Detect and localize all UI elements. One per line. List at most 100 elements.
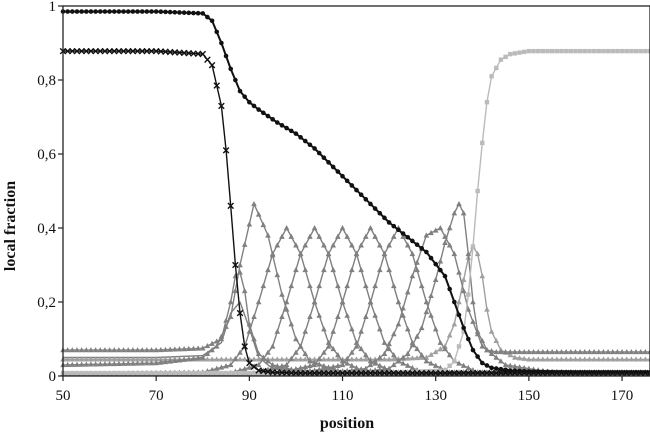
data-point xyxy=(363,352,369,358)
data-point xyxy=(363,356,369,362)
data-point xyxy=(545,48,550,54)
data-point xyxy=(554,348,560,355)
data-point xyxy=(256,370,261,376)
data-point xyxy=(349,349,355,355)
data-point xyxy=(316,361,323,367)
data-point xyxy=(381,339,388,345)
data-point xyxy=(279,313,285,319)
data-point xyxy=(307,142,313,148)
data-point xyxy=(410,238,415,244)
data-point xyxy=(591,370,597,375)
data-point xyxy=(432,362,439,368)
data-point xyxy=(466,292,471,297)
data-point xyxy=(316,282,323,289)
data-point xyxy=(367,358,374,364)
data-point xyxy=(512,368,518,374)
data-point xyxy=(647,348,650,355)
data-point xyxy=(65,370,70,376)
data-point xyxy=(638,48,643,54)
data-point xyxy=(586,348,593,355)
data-point xyxy=(74,9,80,14)
data-point xyxy=(64,356,71,362)
data-point xyxy=(107,9,112,14)
data-point xyxy=(275,120,280,125)
data-point xyxy=(74,356,80,362)
data-point xyxy=(311,225,318,231)
data-point xyxy=(84,370,89,376)
data-point xyxy=(358,266,364,273)
data-point xyxy=(279,364,285,370)
data-point xyxy=(255,356,262,362)
data-point xyxy=(102,347,108,353)
data-point xyxy=(376,362,383,368)
data-point xyxy=(232,287,239,294)
data-point xyxy=(559,369,564,375)
data-point xyxy=(558,348,565,355)
data-point xyxy=(460,210,467,216)
data-point xyxy=(321,356,327,362)
data-point xyxy=(98,370,103,376)
y-tick-label: 1 xyxy=(49,0,57,15)
data-point xyxy=(484,306,490,312)
data-point xyxy=(647,48,650,54)
data-point xyxy=(241,287,248,294)
data-point xyxy=(325,250,332,257)
data-point xyxy=(283,225,290,231)
data-point xyxy=(390,233,397,239)
data-point xyxy=(587,370,592,375)
data-point xyxy=(339,299,346,305)
data-point xyxy=(307,362,313,369)
data-point xyxy=(493,366,499,371)
data-point xyxy=(330,266,337,273)
data-point xyxy=(279,233,285,239)
data-point xyxy=(376,266,383,273)
data-point xyxy=(330,328,337,334)
data-point xyxy=(88,347,94,353)
data-point xyxy=(363,365,369,371)
data-point xyxy=(382,215,387,221)
data-point xyxy=(283,361,290,368)
data-point xyxy=(507,352,514,358)
data-point xyxy=(466,336,471,342)
data-point xyxy=(139,360,145,366)
data-point xyxy=(470,244,476,249)
data-point xyxy=(302,242,309,248)
data-point xyxy=(311,359,318,365)
axis-ticks: 50 70 90 110 130 150 170 0 0,2 0,4 0,6 0,8 1 xyxy=(37,0,633,404)
data-point xyxy=(428,255,434,261)
data-point xyxy=(349,326,355,332)
data-point xyxy=(353,356,360,362)
data-point xyxy=(330,242,337,248)
data-point xyxy=(456,360,462,366)
data-point xyxy=(493,348,500,355)
data-point xyxy=(586,356,593,362)
data-point xyxy=(209,370,215,376)
data-point xyxy=(237,356,243,362)
series-1 xyxy=(60,9,650,375)
y-tick-label: 0 xyxy=(49,369,57,385)
data-point xyxy=(451,210,458,216)
data-point xyxy=(181,10,187,15)
data-point xyxy=(609,356,616,362)
data-point xyxy=(321,349,327,355)
data-point xyxy=(236,309,244,317)
data-point xyxy=(419,369,424,374)
data-point xyxy=(591,356,597,362)
data-point xyxy=(167,9,173,15)
data-point xyxy=(302,350,309,356)
data-point xyxy=(339,358,346,364)
data-point xyxy=(148,356,155,362)
data-point xyxy=(246,221,253,227)
data-point xyxy=(265,232,271,238)
data-point xyxy=(200,370,205,376)
data-point xyxy=(340,173,345,179)
data-point xyxy=(242,370,247,376)
data-point xyxy=(349,242,355,248)
data-point xyxy=(349,356,355,362)
data-point xyxy=(479,343,486,349)
data-point xyxy=(204,350,211,356)
data-point xyxy=(163,370,168,376)
data-point xyxy=(256,107,261,112)
data-point xyxy=(344,355,350,361)
data-point xyxy=(633,48,639,54)
